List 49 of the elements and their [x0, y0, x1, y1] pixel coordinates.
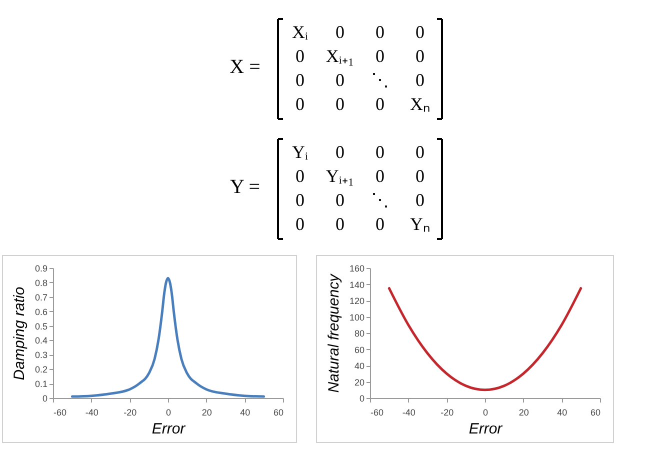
y-tick-label: 20	[354, 377, 364, 388]
text: 0 Xᵢ₊₁ 0 0	[296, 46, 424, 66]
x-tick-label: 40	[557, 408, 568, 418]
x-tick-label: -40	[85, 408, 98, 418]
x-tick-label: -60	[370, 408, 384, 418]
y-tick-label: 0.8	[34, 278, 48, 288]
x-tick-label: -20	[124, 408, 137, 418]
x-tick-label: 0	[166, 408, 172, 418]
x-axis-title: Error	[152, 420, 186, 438]
y-tick-label: 0.3	[34, 350, 48, 360]
text: Yᵢ 0 0 0	[292, 142, 424, 162]
text: Xᵢ 0 0 0	[292, 22, 424, 42]
x-tick-label: 60	[273, 408, 284, 418]
text: X =	[230, 56, 260, 78]
y-tick-label: 0.6	[34, 306, 48, 317]
y-tick-label: 0	[42, 394, 48, 404]
line-series	[70, 276, 266, 398]
text: 0 Yᵢ₊₁ 0 0	[296, 166, 424, 186]
x-tick-label: -60	[54, 408, 67, 418]
y-tick-label: 80	[354, 328, 364, 338]
y-tick-label: 0.4	[34, 336, 48, 346]
y-tick-label: 0.7	[34, 292, 48, 302]
text: 0 0 0 Yₙ	[296, 214, 430, 234]
y-tick-label: 140	[349, 280, 364, 290]
y-tick-label: 0	[359, 394, 364, 404]
x-tick-label: 20	[202, 408, 212, 418]
x-tick-label: -40	[402, 408, 416, 418]
y-tick-label: 0.2	[34, 364, 48, 375]
y-tick-label: 120	[349, 296, 364, 306]
text: 0 0 ⋱ 0	[296, 70, 424, 90]
y-axis-title: Damping ratio	[10, 286, 28, 380]
x-tick-label: 60	[590, 408, 600, 418]
y-axis-title: Natural frequency	[325, 272, 342, 393]
x-tick-label: 0	[482, 408, 488, 418]
x-tick-label: -20	[440, 408, 454, 418]
y-tick-label: 0.5	[34, 321, 48, 332]
y-tick-label: 100	[349, 312, 364, 322]
y-tick-label: 40	[354, 361, 364, 371]
line-series	[388, 287, 582, 392]
x-tick-label: 40	[240, 408, 250, 418]
x-axis-title: Error	[468, 420, 504, 438]
x-tick-label: 20	[518, 408, 529, 418]
text: 0 0 0 Xₙ	[296, 94, 430, 114]
y-tick-label: 60	[354, 344, 364, 355]
y-tick-label: 0.1	[34, 379, 48, 390]
y-tick-label: 0.9	[34, 264, 48, 274]
y-tick-label: 160	[349, 264, 364, 274]
text: 0 0 ⋱ 0	[296, 190, 424, 210]
text: Y =	[230, 176, 260, 198]
